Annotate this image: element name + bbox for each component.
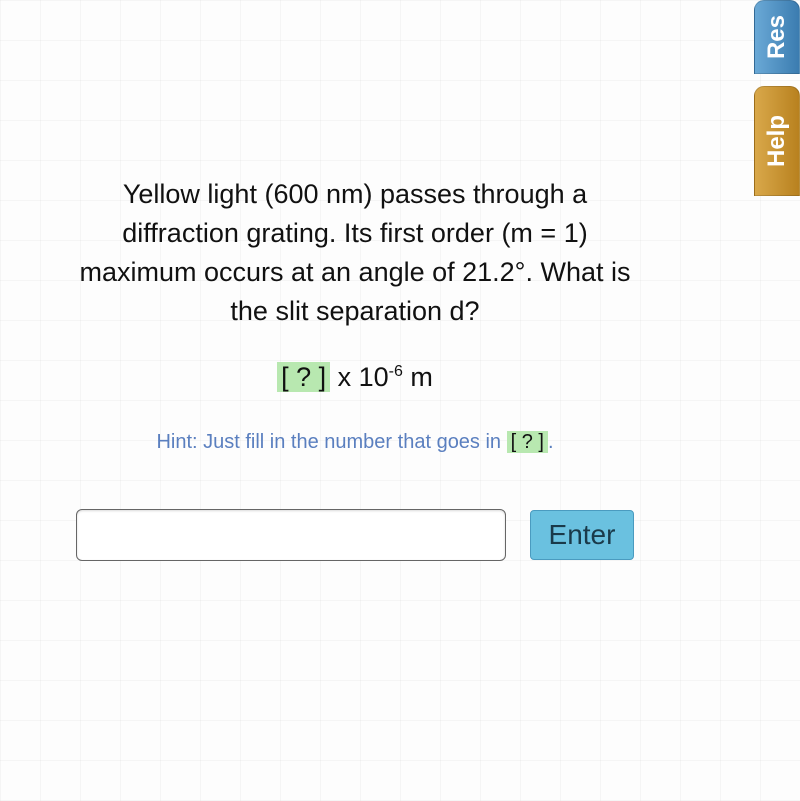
res-tab-label: Res: [763, 15, 790, 59]
question-text: Yellow light (600 nm) passes through a d…: [75, 175, 635, 332]
answer-suffix: x 10: [330, 362, 389, 392]
answer-input[interactable]: [76, 509, 506, 561]
hint-text: Hint: Just fill in the number that goes …: [156, 431, 553, 454]
side-tabs: Res Help: [754, 0, 800, 196]
hint-blank: [ ? ]: [507, 431, 548, 453]
answer-template: [ ? ] x 10-6 m: [277, 362, 433, 393]
entry-row: Enter: [76, 509, 635, 561]
hint-suffix: .: [548, 431, 554, 453]
res-tab[interactable]: Res: [754, 0, 800, 74]
answer-blank: [ ? ]: [277, 362, 330, 392]
help-tab[interactable]: Help: [754, 86, 800, 196]
hint-prefix: Hint: Just fill in the number that goes …: [156, 431, 506, 453]
main-content: Yellow light (600 nm) passes through a d…: [0, 0, 710, 801]
help-tab-label: Help: [763, 115, 790, 167]
answer-exponent: -6: [389, 363, 403, 380]
answer-unit: m: [403, 362, 433, 392]
enter-button[interactable]: Enter: [530, 510, 635, 560]
